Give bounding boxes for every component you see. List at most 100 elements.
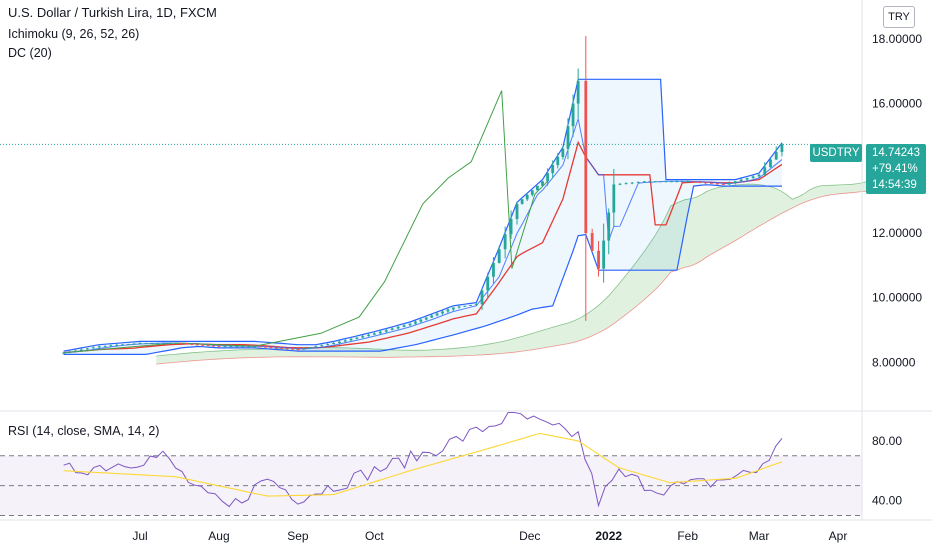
candle <box>390 327 394 331</box>
candle <box>185 342 188 345</box>
candle <box>74 349 77 353</box>
last-price-value: 14.74243 <box>872 147 920 159</box>
candle <box>235 346 239 348</box>
candle <box>457 305 461 309</box>
candle <box>355 337 359 340</box>
candle-body <box>235 346 239 348</box>
chart-title[interactable]: U.S. Dollar / Turkish Lira, 1D, FXCM <box>8 5 217 20</box>
price-tick-label: 8.00000 <box>872 355 916 369</box>
candle-body <box>576 80 580 104</box>
candle <box>115 343 119 347</box>
candle <box>320 344 324 347</box>
candle <box>642 180 646 183</box>
candle <box>686 180 690 183</box>
candle-body <box>174 343 178 345</box>
rsi-legend[interactable]: RSI (14, close, SMA, 14, 2) <box>8 424 160 438</box>
candle <box>338 339 341 346</box>
candle <box>80 348 83 352</box>
candle <box>314 345 318 349</box>
candle-body <box>408 323 412 326</box>
donchian-fill <box>63 79 783 355</box>
donchian-legend[interactable]: DC (20) <box>8 46 52 60</box>
candle <box>607 208 611 255</box>
candle <box>91 346 95 349</box>
candle-body <box>343 340 347 342</box>
price-axis[interactable]: 18.0000016.0000014.0000012.0000010.00000… <box>872 32 922 370</box>
candle <box>670 181 673 183</box>
candle-body <box>302 348 306 350</box>
candle-body <box>551 165 555 174</box>
candle <box>497 245 501 264</box>
candle-body <box>680 181 684 183</box>
candle-body <box>280 347 284 349</box>
candle-body <box>253 346 257 348</box>
candle <box>419 318 423 324</box>
candle-body <box>247 346 251 348</box>
candle <box>435 312 439 317</box>
rsi-pane[interactable] <box>0 412 862 517</box>
candle-body <box>546 173 549 182</box>
candle-body <box>258 346 262 348</box>
price-pane[interactable] <box>0 36 875 365</box>
candle-body <box>229 346 233 348</box>
candle <box>241 346 245 348</box>
candle-body <box>223 346 227 348</box>
candle <box>541 180 544 187</box>
candle <box>326 343 330 346</box>
candle-body <box>355 337 359 339</box>
candle <box>384 328 388 334</box>
candle-body <box>168 343 172 345</box>
candle <box>780 143 784 157</box>
candle <box>561 146 565 160</box>
candle-body <box>109 345 113 347</box>
rsi-line <box>63 412 783 508</box>
candle-body <box>698 181 701 183</box>
candle-body <box>156 343 160 345</box>
candle <box>296 348 300 351</box>
candle-body <box>584 80 588 234</box>
candle <box>618 182 622 186</box>
candle-body <box>536 185 539 191</box>
donchian-channel <box>63 78 783 355</box>
candle <box>264 346 267 348</box>
currency-badge[interactable]: TRY <box>883 6 915 28</box>
candle <box>745 177 749 182</box>
ichimoku-legend[interactable]: Ichimoku (9, 26, 52, 26) <box>8 27 140 41</box>
candle <box>704 181 707 184</box>
candle-body <box>419 319 423 322</box>
senkou-span-a <box>156 179 875 357</box>
candle-body <box>745 177 749 180</box>
candle-body <box>372 333 376 335</box>
candle <box>144 342 148 345</box>
candle-body <box>704 182 707 184</box>
candle-body <box>497 249 501 263</box>
time-axis[interactable]: Jul Aug Sep Oct Dec 2022 Feb Mar Apr <box>132 529 847 543</box>
candle-body <box>367 334 370 337</box>
candle-body <box>195 344 199 346</box>
candle <box>430 314 434 318</box>
candle <box>212 345 215 347</box>
candle <box>733 181 737 185</box>
candle-body <box>201 344 205 346</box>
candle <box>680 180 684 183</box>
cloud-fill <box>156 179 875 365</box>
candle-body <box>763 167 767 175</box>
candle-body <box>285 348 289 350</box>
candle <box>269 346 273 349</box>
candle-body <box>441 311 444 314</box>
candle-body <box>530 190 534 195</box>
candle-body <box>296 349 300 351</box>
time-tick-label: Feb <box>677 529 698 543</box>
candle <box>664 181 668 183</box>
candle <box>408 323 412 327</box>
candle-body <box>733 181 737 183</box>
ichimoku-cloud <box>156 179 875 365</box>
donchian-upper-line <box>63 78 783 352</box>
candle-body <box>314 346 318 348</box>
senkou-span-b <box>156 189 875 365</box>
candle <box>525 192 529 202</box>
rsi-axis[interactable]: 80.00 40.00 <box>872 434 902 508</box>
candle-body <box>349 338 353 341</box>
candle <box>774 146 778 160</box>
